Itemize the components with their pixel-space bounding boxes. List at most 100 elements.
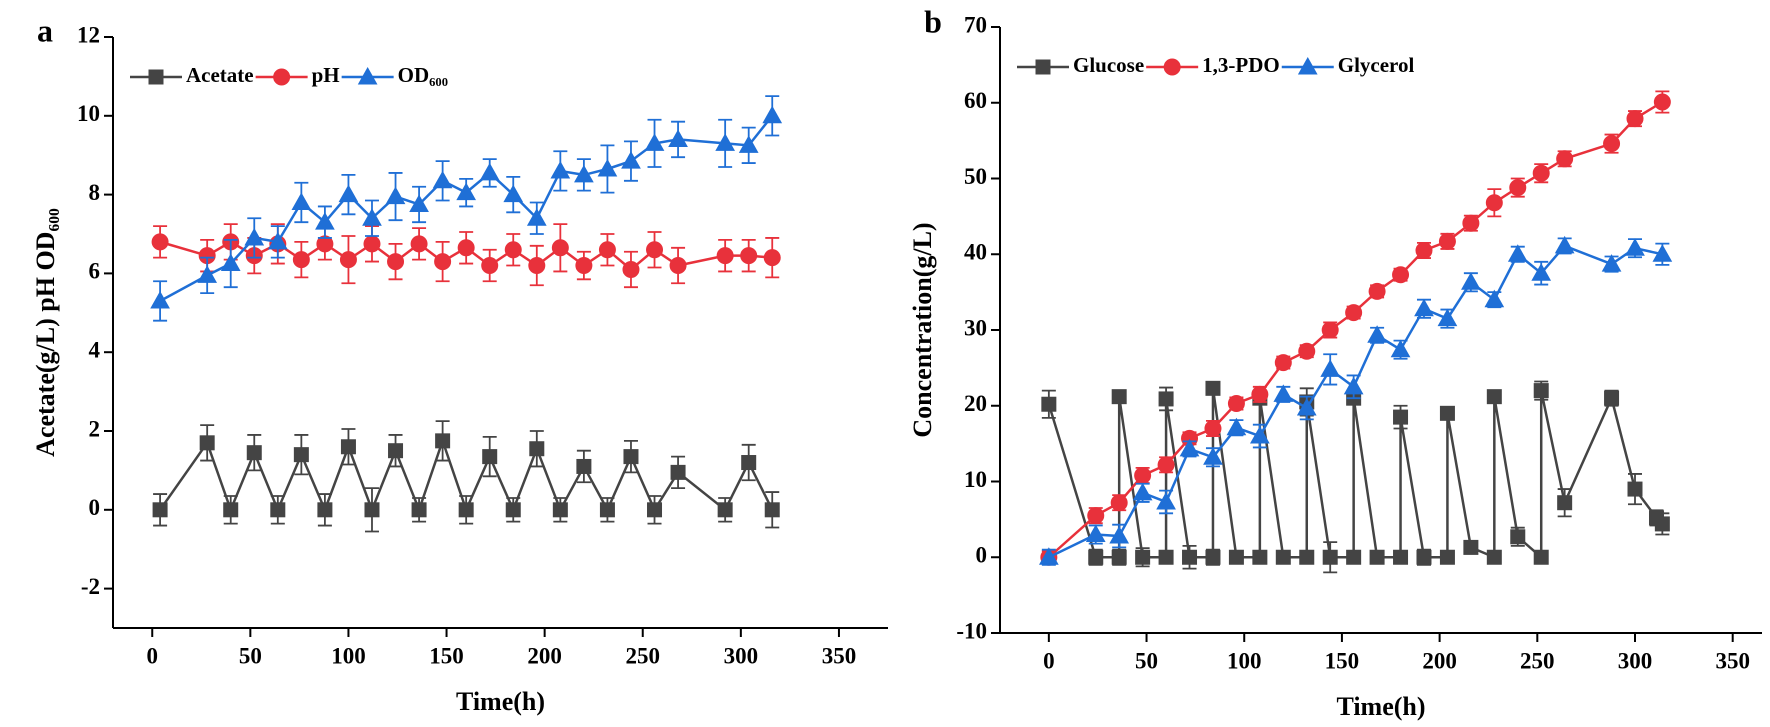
marker xyxy=(291,192,312,210)
legend-label: Acetate xyxy=(186,63,254,87)
marker xyxy=(1604,390,1620,406)
marker xyxy=(526,208,547,226)
marker xyxy=(1439,405,1455,421)
marker xyxy=(1653,93,1671,111)
marker xyxy=(1626,110,1644,128)
marker xyxy=(1158,549,1174,565)
marker xyxy=(387,253,405,271)
marker xyxy=(529,441,545,457)
marker xyxy=(457,239,475,257)
y-tick-label: 0 xyxy=(89,495,101,520)
marker xyxy=(1087,507,1105,525)
marker xyxy=(1227,394,1245,412)
marker xyxy=(1111,549,1127,565)
marker xyxy=(1654,516,1670,532)
x-tick-label: 350 xyxy=(822,643,857,668)
y-tick-label: 10 xyxy=(77,101,100,126)
marker xyxy=(1179,438,1200,457)
marker xyxy=(574,164,594,183)
marker xyxy=(1226,417,1247,436)
marker xyxy=(1533,549,1549,565)
marker xyxy=(409,194,429,212)
marker xyxy=(388,443,404,459)
marker xyxy=(432,170,453,189)
marker xyxy=(244,227,265,246)
marker xyxy=(151,233,169,251)
marker xyxy=(1392,266,1410,284)
marker xyxy=(621,151,641,169)
marker xyxy=(1484,289,1505,308)
marker xyxy=(246,445,262,461)
y-tick-label: 60 xyxy=(964,88,987,113)
marker xyxy=(622,260,640,278)
marker xyxy=(1485,194,1503,212)
marker xyxy=(364,502,380,518)
marker xyxy=(1250,426,1270,444)
y-tick-label: 0 xyxy=(976,543,988,568)
marker xyxy=(1204,419,1222,437)
marker xyxy=(1296,398,1317,416)
marker xyxy=(1320,359,1341,377)
marker xyxy=(1163,58,1181,76)
marker xyxy=(1299,549,1315,565)
marker xyxy=(338,184,359,203)
marker xyxy=(715,133,736,151)
x-tick-label: 200 xyxy=(527,643,562,668)
marker xyxy=(741,455,757,471)
panel-label: a xyxy=(37,12,53,48)
marker xyxy=(716,247,734,265)
marker xyxy=(764,502,780,518)
y-tick-label: 2 xyxy=(89,416,101,441)
marker xyxy=(339,251,357,269)
marker xyxy=(220,253,241,272)
marker xyxy=(199,435,215,451)
marker xyxy=(1531,263,1552,281)
marker xyxy=(1393,409,1409,425)
legend-label: Glycerol xyxy=(1338,53,1415,77)
marker xyxy=(1134,466,1152,484)
marker xyxy=(317,502,333,518)
marker xyxy=(363,235,381,253)
x-tick-label: 50 xyxy=(239,643,262,668)
x-tick-label: 300 xyxy=(1618,648,1653,673)
marker xyxy=(552,502,568,518)
marker xyxy=(1274,354,1292,372)
marker xyxy=(197,265,218,283)
marker xyxy=(1088,549,1104,565)
marker xyxy=(738,135,759,153)
marker xyxy=(1507,244,1528,262)
marker xyxy=(623,449,639,465)
marker xyxy=(1111,389,1127,405)
marker xyxy=(1132,482,1153,501)
y-tick-label: -10 xyxy=(956,618,987,643)
marker xyxy=(1462,214,1480,232)
marker xyxy=(434,253,452,271)
legend-label: OD₆₀₀ xyxy=(398,63,448,87)
marker xyxy=(1554,235,1575,254)
marker xyxy=(1367,325,1387,343)
x-tick-label: 100 xyxy=(331,643,366,668)
marker xyxy=(644,133,665,151)
marker xyxy=(1463,539,1479,555)
marker xyxy=(762,105,783,124)
marker xyxy=(1275,549,1291,565)
x-tick-label: 150 xyxy=(1325,648,1360,673)
x-tick-label: 0 xyxy=(1043,648,1055,673)
marker xyxy=(575,257,593,275)
marker xyxy=(1486,549,1502,565)
marker xyxy=(315,212,335,230)
marker xyxy=(1390,339,1411,358)
marker xyxy=(362,208,382,226)
marker xyxy=(550,160,571,179)
marker xyxy=(1035,59,1051,75)
x-tick-label: 200 xyxy=(1422,648,1457,673)
marker xyxy=(1438,232,1456,250)
y-tick-label: 50 xyxy=(964,164,987,189)
x-tick-label: 0 xyxy=(146,643,158,668)
marker xyxy=(150,290,170,309)
marker xyxy=(1345,304,1363,322)
marker xyxy=(1556,150,1574,168)
y-axis-title: Acetate(g/L) pH OD₆₀₀ xyxy=(31,208,60,457)
x-tick-label: 50 xyxy=(1135,648,1158,673)
marker xyxy=(456,182,477,201)
